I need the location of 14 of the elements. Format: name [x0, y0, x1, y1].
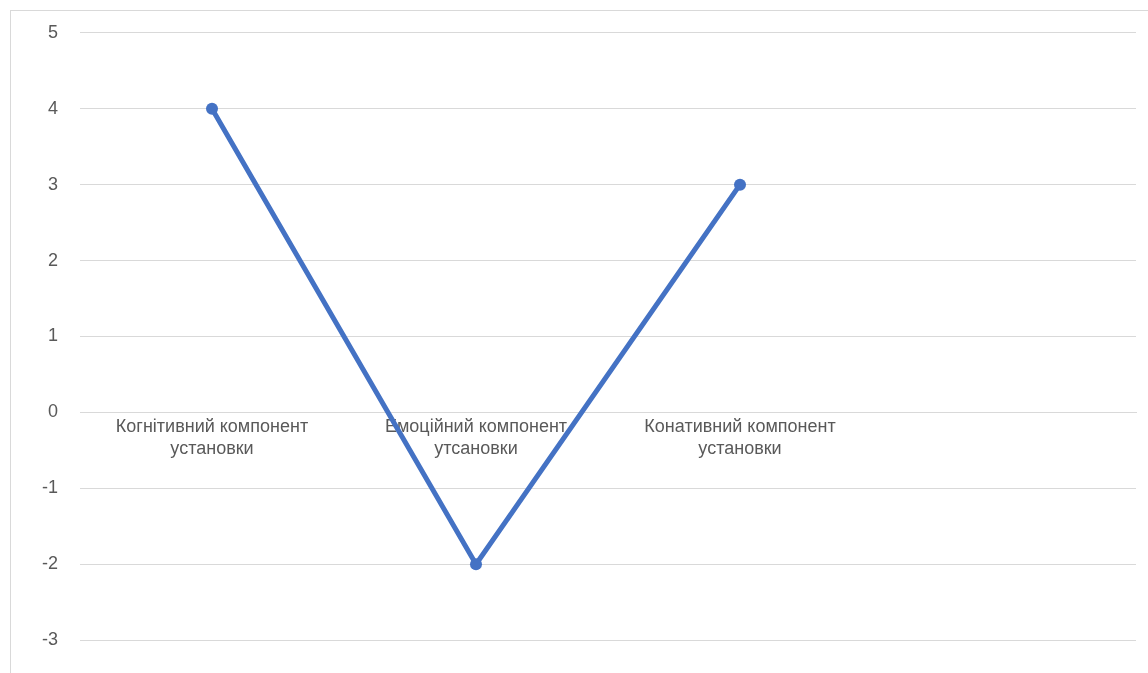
- y-tick-label: -2: [41, 553, 58, 574]
- y-tick-label: 3: [47, 173, 58, 194]
- y-tick-label: 5: [47, 21, 58, 42]
- y-tick-label: 0: [47, 401, 58, 422]
- y-tick-label: 2: [47, 249, 58, 270]
- y-tick-label: 1: [47, 325, 58, 346]
- x-tick-label: Конативний компонент установки: [644, 416, 836, 458]
- y-tick-label: -1: [41, 477, 58, 498]
- point: [206, 102, 218, 115]
- point: [734, 178, 746, 191]
- y-tick-label: -3: [41, 629, 58, 650]
- point: [470, 558, 482, 571]
- x-tick-label: Когнітивний компонент установки: [115, 416, 309, 458]
- y-tick-label: 4: [47, 97, 58, 118]
